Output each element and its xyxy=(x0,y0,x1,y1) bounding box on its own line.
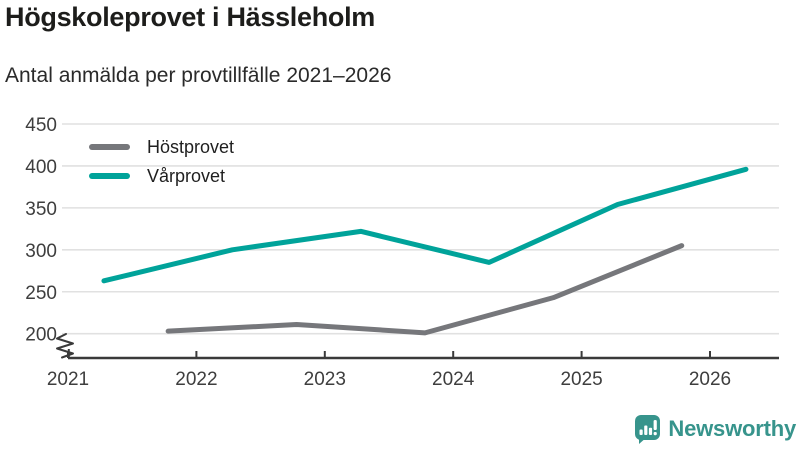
legend-label-hostprovet: Höstprovet xyxy=(147,136,235,157)
x-tick-label: 2024 xyxy=(432,369,475,390)
y-tick-label: 250 xyxy=(25,283,57,304)
series-line-vrprovet xyxy=(101,166,749,284)
legend-swatch-hostprovet xyxy=(89,144,130,150)
y-tick-label: 350 xyxy=(25,199,57,220)
newsworthy-logo: Newsworthy xyxy=(634,414,796,444)
x-tick-label: 2023 xyxy=(304,369,346,390)
x-tick-label: 2022 xyxy=(175,369,217,390)
y-axis-break-icon xyxy=(56,333,74,359)
x-tick-label: 2025 xyxy=(560,369,602,390)
series-line-hstprovet xyxy=(165,243,685,336)
x-tick-label: 2021 xyxy=(47,369,89,390)
chart-legend: Höstprovet Vårprovet xyxy=(89,134,234,189)
legend-swatch-varprovet xyxy=(89,173,130,179)
newsworthy-brand-name: Newsworthy xyxy=(668,416,796,441)
y-tick-label: 450 xyxy=(25,115,57,136)
y-tick-label: 200 xyxy=(25,325,57,346)
y-tick-label: 400 xyxy=(25,157,57,178)
legend-item-hostprovet: Höstprovet xyxy=(89,134,234,160)
x-tick-label: 2026 xyxy=(689,369,731,390)
y-tick-label: 300 xyxy=(25,241,57,262)
chart-title: Högskoleprovet i Hässleholm xyxy=(5,2,376,32)
chart-subtitle: Antal anmälda per provtillfälle 2021–202… xyxy=(5,64,392,87)
legend-label-varprovet: Vårprovet xyxy=(147,165,226,186)
bar-chart-speech-bubble-icon xyxy=(635,415,661,444)
legend-item-varprovet: Vårprovet xyxy=(89,163,234,189)
